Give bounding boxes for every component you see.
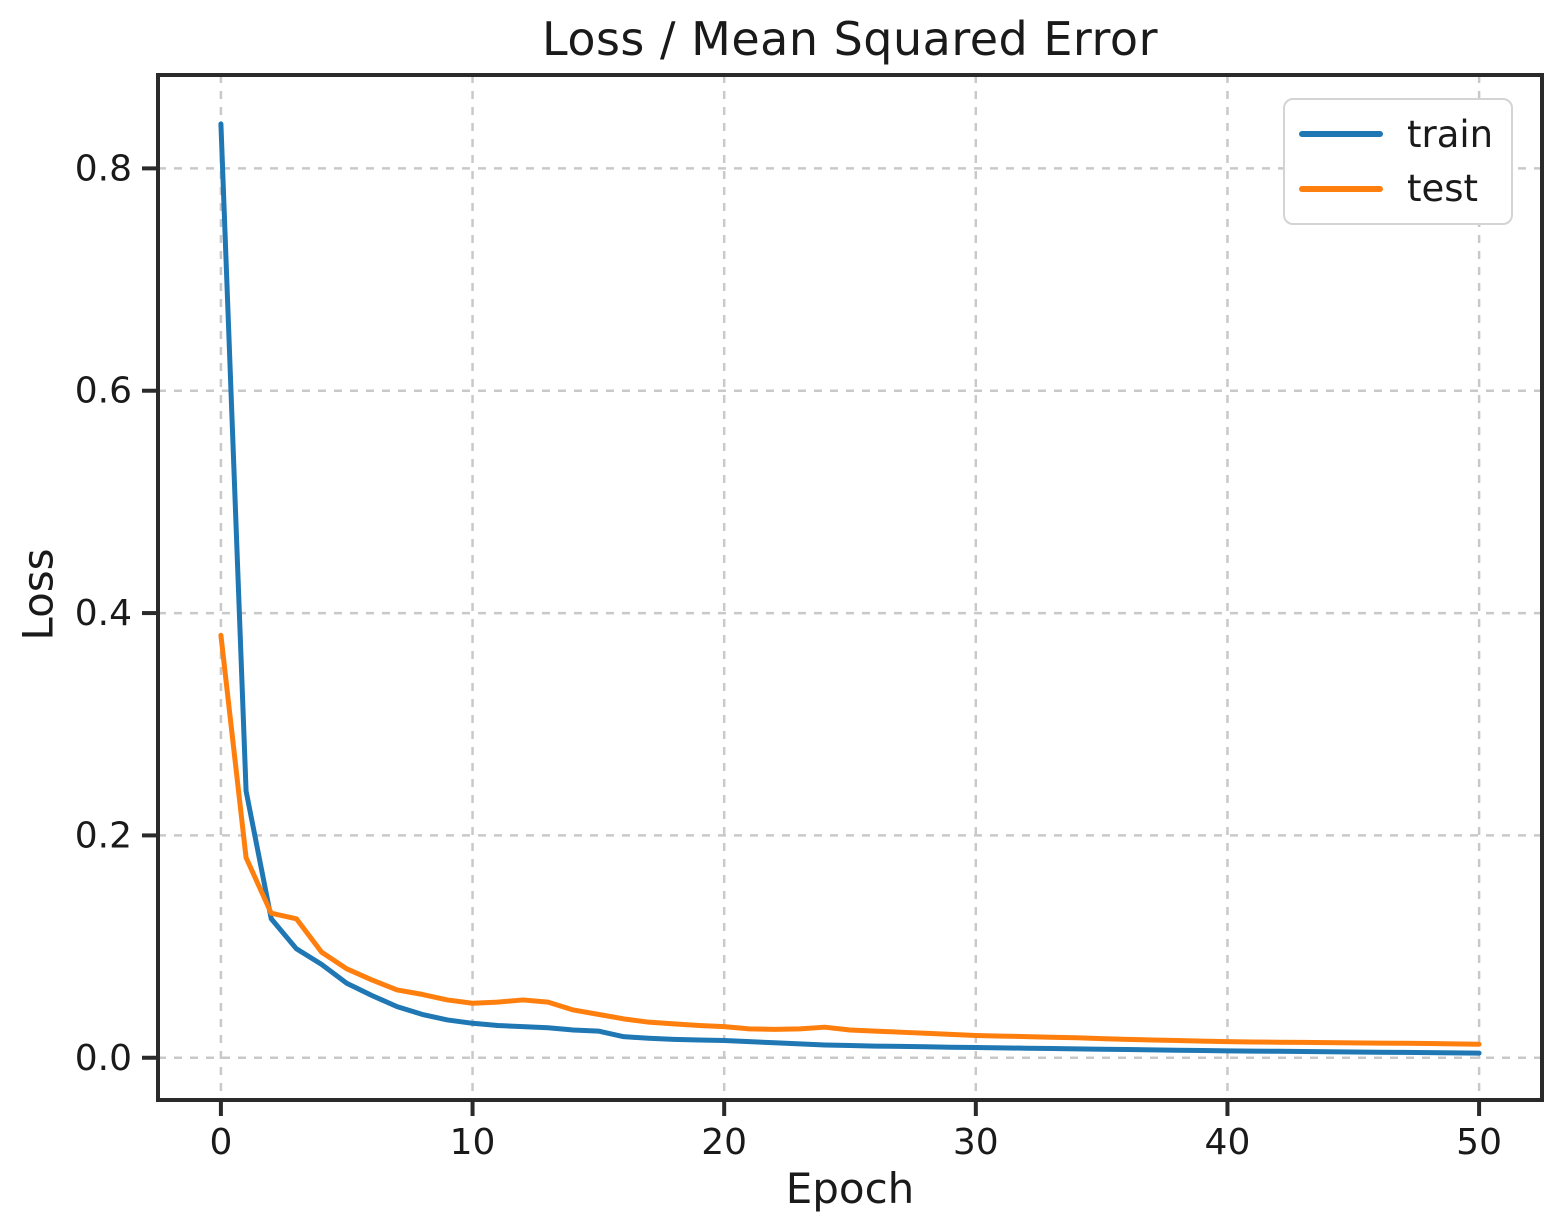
y-tick-label: 0.2 bbox=[75, 815, 132, 856]
train-line bbox=[218, 121, 1482, 1056]
legend-label-test: test bbox=[1407, 167, 1479, 211]
test-line-swatch bbox=[1299, 185, 1383, 192]
plot-spines bbox=[156, 73, 1544, 1102]
x-tick-label: 30 bbox=[953, 1122, 999, 1163]
legend-label-train: train bbox=[1407, 112, 1494, 156]
chart-title: Loss / Mean Squared Error bbox=[542, 12, 1158, 66]
legend-entry-train: train bbox=[1299, 108, 1497, 160]
y-tick-label: 0.0 bbox=[75, 1038, 132, 1079]
y-tick-label: 0.8 bbox=[75, 148, 132, 189]
train-line-swatch bbox=[1299, 131, 1383, 138]
x-axis-label: Epoch bbox=[785, 1164, 915, 1213]
x-tick-label: 20 bbox=[701, 1122, 747, 1163]
y-tick-label: 0.6 bbox=[75, 371, 132, 412]
legend-entry-test: test bbox=[1299, 163, 1497, 215]
x-tick-label: 40 bbox=[1205, 1122, 1251, 1163]
x-tick-label: 50 bbox=[1456, 1122, 1502, 1163]
x-tick-label: 10 bbox=[450, 1122, 496, 1163]
y-tick-label: 0.4 bbox=[75, 593, 132, 634]
test-line bbox=[218, 632, 1482, 1047]
legend: train test bbox=[1283, 98, 1513, 225]
x-tick-label: 0 bbox=[209, 1122, 232, 1163]
